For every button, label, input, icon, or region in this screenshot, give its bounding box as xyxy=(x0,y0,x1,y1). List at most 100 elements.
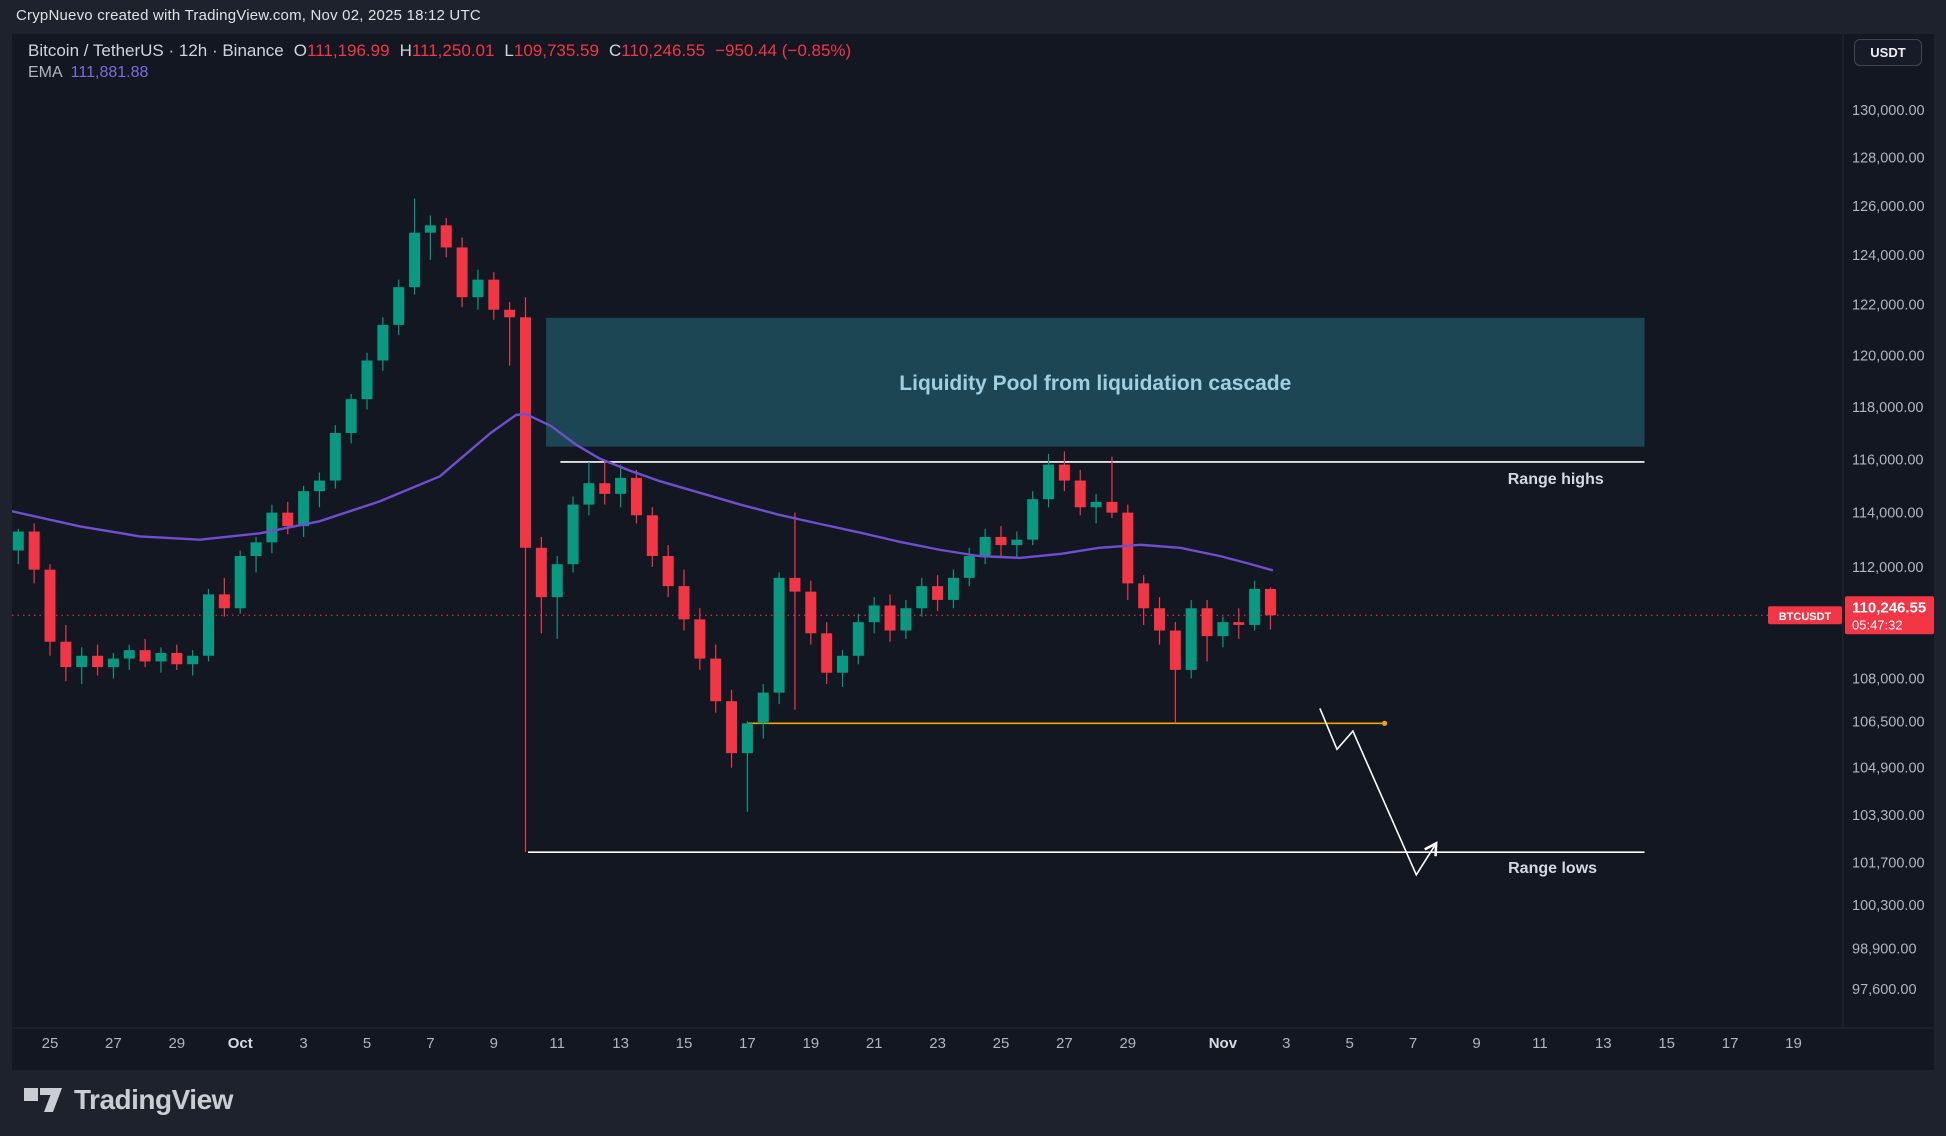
candle-up xyxy=(551,564,563,598)
projection-arrow[interactable] xyxy=(1319,708,1438,877)
candle-up xyxy=(1027,499,1039,540)
candle-up xyxy=(1043,464,1055,500)
time-tick-label: 3 xyxy=(299,1035,307,1052)
candle-down xyxy=(520,317,531,548)
time-tick-label: Oct xyxy=(228,1035,253,1052)
candle-up xyxy=(837,655,848,673)
price-tick-label: 104,900.00 xyxy=(1852,761,1925,777)
candle-up xyxy=(250,542,262,556)
time-tick-label: 3 xyxy=(1282,1035,1290,1052)
candle-up xyxy=(852,622,864,656)
liquidity-pool-label: Liquidity Pool from liquidation cascade xyxy=(899,372,1291,395)
price-tick-label: 114,000.00 xyxy=(1852,506,1924,522)
candle-down xyxy=(646,515,658,556)
candle-up xyxy=(377,324,389,361)
time-tick-label: 15 xyxy=(1658,1035,1675,1052)
candle-down xyxy=(44,569,56,642)
candle-up xyxy=(76,655,88,668)
candle-down xyxy=(218,594,230,609)
current-price-value: 110,246.55 xyxy=(1852,599,1926,616)
candle-down xyxy=(1106,501,1118,513)
candle-up xyxy=(123,650,135,659)
time-tick-label: 7 xyxy=(1409,1035,1417,1052)
time-tick-label: 11 xyxy=(1532,1035,1548,1052)
time-tick-label: 29 xyxy=(1119,1035,1136,1052)
candle-down xyxy=(504,309,516,318)
ohlc-low: L109,735.59 xyxy=(504,41,599,60)
candle-up xyxy=(298,491,310,527)
candle-up xyxy=(567,504,579,565)
candle-up xyxy=(361,360,373,400)
orange-level-endpoint[interactable] xyxy=(1381,720,1388,726)
candle-down xyxy=(1201,608,1213,637)
candle-up xyxy=(393,287,405,325)
range-lows-label: Range lows xyxy=(1508,860,1597,877)
current-price-label xyxy=(1845,596,1934,635)
time-tick-label: 25 xyxy=(42,1035,59,1052)
time-tick-label: 19 xyxy=(1785,1035,1802,1052)
candle-down xyxy=(60,641,72,668)
candle-down xyxy=(599,483,611,494)
price-tick-label: 124,000.00 xyxy=(1852,248,1925,264)
candle-up xyxy=(155,652,167,662)
price-tick-label: 130,000.00 xyxy=(1852,103,1925,119)
symbol-price-tag-text: BTCUSDT xyxy=(1779,611,1832,623)
candle-up xyxy=(234,555,246,609)
time-tick-label: 19 xyxy=(802,1035,819,1052)
candle-up xyxy=(757,692,769,724)
candle-up xyxy=(313,480,325,492)
ema-value: 111,881.88 xyxy=(70,64,149,81)
currency-toggle-button[interactable]: USDT xyxy=(1854,39,1922,66)
candle-down xyxy=(282,512,294,527)
liquidity-pool-box[interactable] xyxy=(546,317,1645,447)
candle-down xyxy=(694,619,706,659)
candle-up xyxy=(409,232,421,288)
time-tick-label: 23 xyxy=(929,1035,946,1052)
candle-down xyxy=(1122,512,1134,584)
price-tick-label: 106,500.00 xyxy=(1852,714,1925,730)
candle-up xyxy=(345,399,357,433)
candle-down xyxy=(1233,622,1245,625)
candle-down xyxy=(440,225,452,248)
price-tick-label: 116,000.00 xyxy=(1852,452,1924,468)
time-tick-label: Nov xyxy=(1209,1035,1238,1052)
price-tick-label: 108,000.00 xyxy=(1852,671,1925,687)
attribution-text: CrypNuevo created with TradingView.com, … xyxy=(16,7,481,24)
time-tick-label: 17 xyxy=(1722,1035,1739,1052)
candle-down xyxy=(28,531,40,570)
candle-up xyxy=(741,723,753,754)
candle-down xyxy=(710,658,722,702)
candle-up xyxy=(1011,539,1023,546)
candle-down xyxy=(995,536,1007,546)
price-tick-label: 103,300.00 xyxy=(1852,808,1925,824)
tradingview-logo[interactable]: TradingView xyxy=(24,1084,233,1116)
symbol-legend: Bitcoin / TetherUS · 12h · Binance O111,1… xyxy=(28,40,851,83)
ohlc-high: H111,250.01 xyxy=(399,41,495,60)
candle-up xyxy=(1090,501,1102,508)
time-tick-label: 25 xyxy=(993,1035,1010,1052)
symbol-price-tag xyxy=(1768,606,1842,625)
candle-up xyxy=(615,477,627,494)
candle-up xyxy=(107,658,119,668)
candle-up xyxy=(12,531,24,551)
symbol-title[interactable]: Bitcoin / TetherUS · 12h · Binance xyxy=(28,41,284,60)
candle-down xyxy=(1154,608,1165,631)
time-tick-label: 15 xyxy=(676,1035,693,1052)
candle-up xyxy=(329,432,341,481)
ema-line[interactable] xyxy=(12,412,1274,572)
price-tick-label: 122,000.00 xyxy=(1852,298,1925,314)
time-tick-label: 5 xyxy=(1346,1035,1354,1052)
price-tick-label: 97,600.00 xyxy=(1852,982,1917,998)
ema-label: EMA xyxy=(28,64,63,81)
price-tick-label: 120,000.00 xyxy=(1852,348,1925,364)
candle-up xyxy=(947,577,959,600)
candle-up xyxy=(963,555,975,578)
indicator-row[interactable]: EMA 111,881.88 xyxy=(28,62,851,83)
candle-down xyxy=(678,586,690,620)
candle-up xyxy=(916,586,928,609)
price-tick-label: 128,000.00 xyxy=(1852,150,1925,166)
candlestick-chart[interactable]: Liquidity Pool from liquidation cascade R… xyxy=(12,34,1934,1070)
price-tick-label: 98,900.00 xyxy=(1852,941,1917,957)
candle-up xyxy=(424,225,436,233)
time-tick-label: 27 xyxy=(1056,1035,1073,1052)
